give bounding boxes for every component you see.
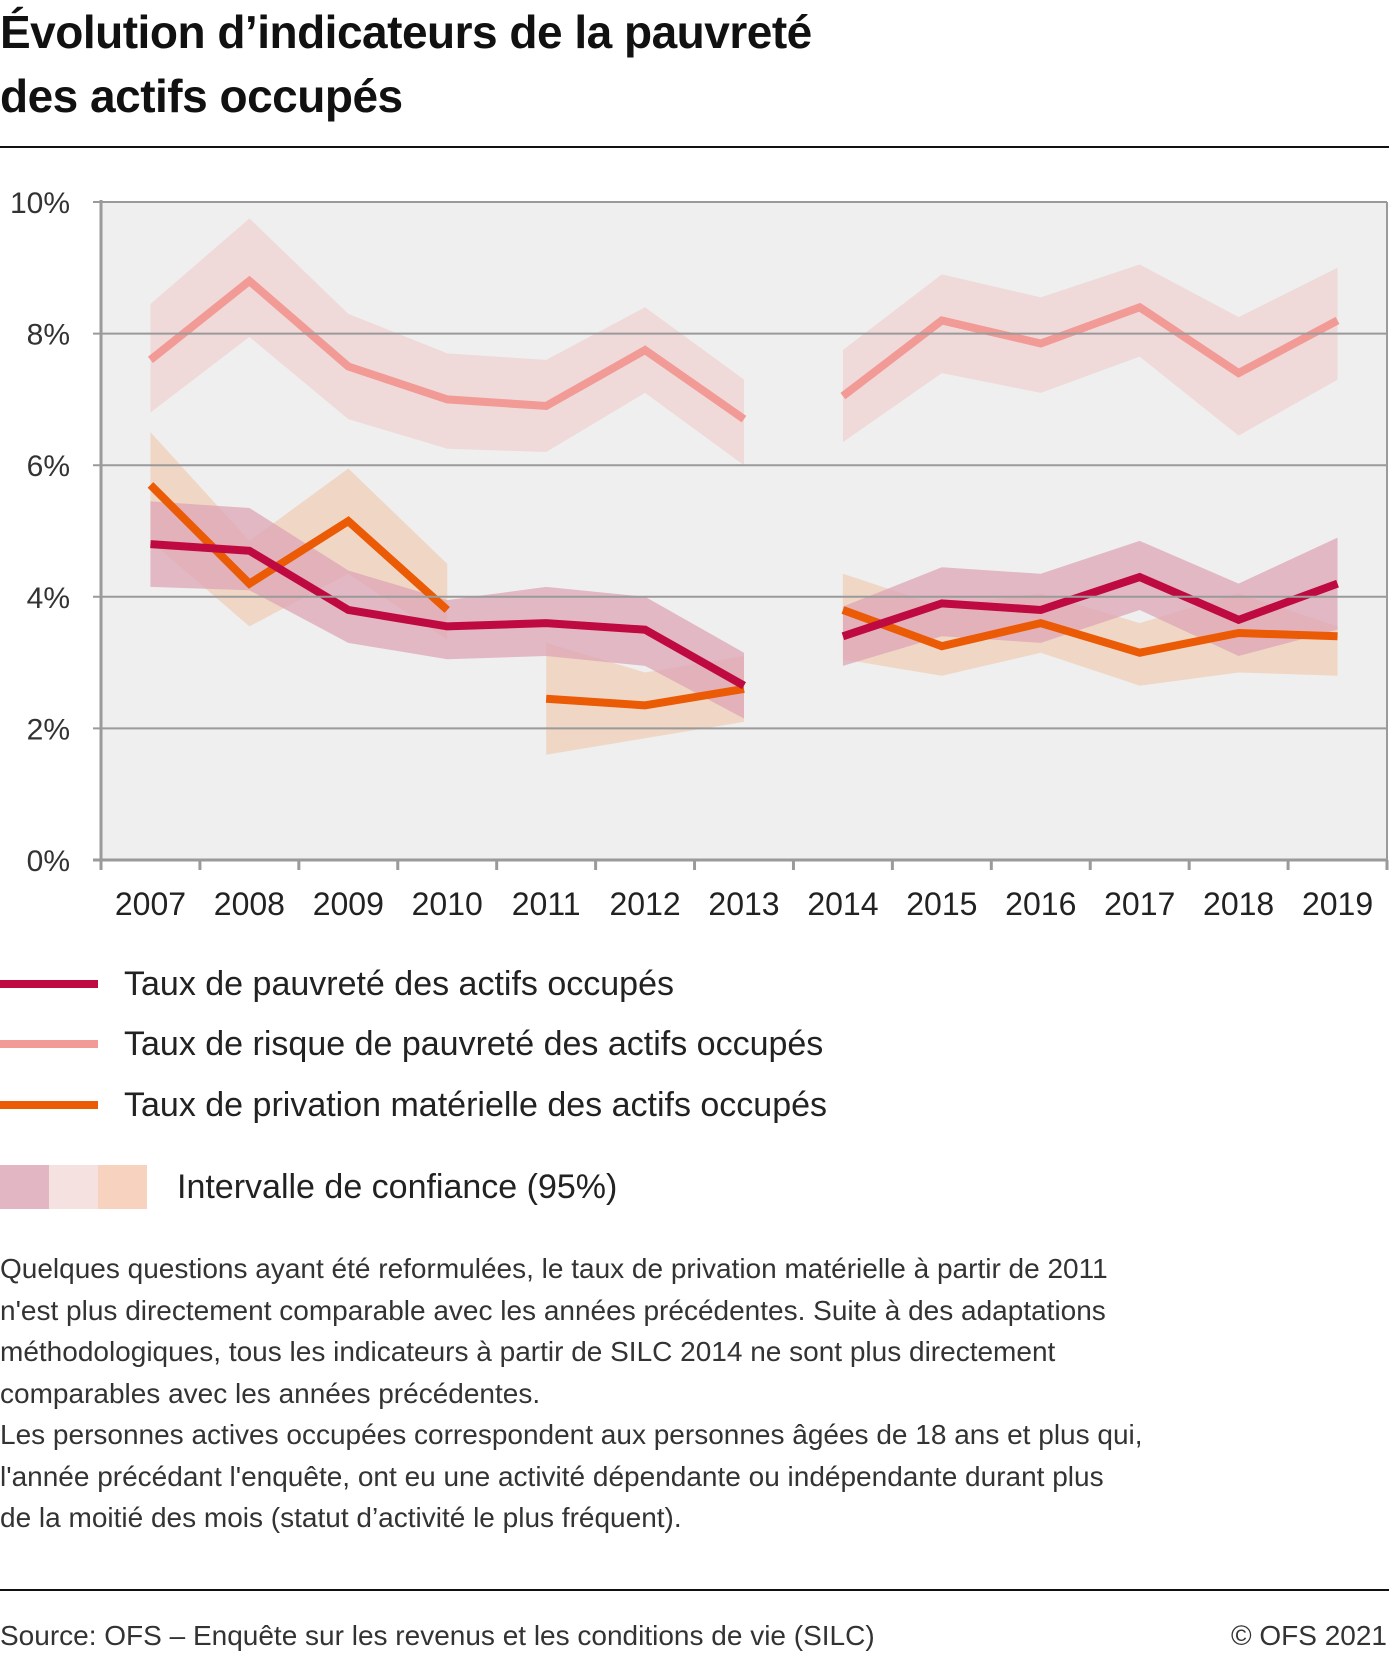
y-tick-label: 10%	[10, 187, 70, 220]
x-tick-label: 2012	[609, 886, 680, 922]
legend-item-poverty: Taux de pauvreté des actifs occupés	[0, 964, 674, 1004]
ci-swatches	[0, 1165, 147, 1209]
y-tick-label: 0%	[27, 845, 70, 878]
legend-item-risk: Taux de risque de pauvreté des actifs oc…	[0, 1024, 823, 1064]
legend-line-privation	[0, 1101, 98, 1109]
legend-label-poverty: Taux de pauvreté des actifs occupés	[124, 964, 674, 1003]
note-line: Quelques questions ayant été reformulées…	[0, 1253, 1108, 1284]
copyright-text: © OFS 2021	[1230, 1620, 1387, 1651]
series-line	[841, 572, 1339, 641]
x-tick-label: 2010	[412, 886, 483, 922]
legend-label-privation: Taux de privation matérielle des actifs …	[124, 1085, 828, 1124]
title-line-2: des actifs occupés	[0, 70, 403, 122]
legend-label-ci: Intervalle de confiance (95%)	[177, 1167, 618, 1206]
legend-item-confidence-interval: Intervalle de confiance (95%)	[0, 1164, 617, 1210]
series-line	[841, 606, 1338, 657]
y-tick-label: 2%	[27, 713, 70, 746]
x-tick-label: 2011	[512, 886, 581, 922]
note-line: de la moitié des mois (statut d’activité…	[0, 1502, 682, 1533]
legend-line-poverty	[0, 980, 98, 988]
ci-swatch-privation	[98, 1165, 147, 1209]
y-tick-label: 8%	[27, 319, 70, 352]
y-tick-label: 4%	[27, 582, 70, 615]
x-tick-label: 2013	[708, 886, 779, 922]
confidence-band	[842, 264, 1338, 443]
chart-notes: Quelques questions ayant été reformulées…	[0, 1248, 1380, 1539]
note-line: comparables avec les années précédentes.	[0, 1377, 541, 1409]
ci-swatch-risk	[49, 1165, 98, 1209]
title-divider	[0, 146, 1389, 148]
confidence-band	[842, 537, 1338, 666]
note-line: l'année précédant l'enquête, ont eu une …	[0, 1460, 1104, 1492]
series-line	[147, 482, 450, 613]
x-tick-label: 2009	[313, 886, 384, 922]
source-text: Source: OFS – Enquête sur les revenus et…	[0, 1620, 875, 1651]
confidence-band	[150, 218, 744, 466]
x-tick-label: 2016	[1005, 886, 1076, 922]
chart-title: Évolution d’indicateurs de la pauvreté d…	[0, 0, 1000, 128]
x-tick-label: 2015	[906, 886, 977, 922]
note-line: Les personnes actives occupées correspon…	[0, 1419, 1143, 1450]
legend-line-risk	[0, 1040, 98, 1048]
title-line-1: Évolution d’indicateurs de la pauvreté	[0, 6, 812, 58]
x-tick-label: 2014	[807, 886, 878, 922]
line-chart: 0% 2% 4% 6% 8% 10% 2007 2008 2009 2010 2011 2012 201…	[10, 187, 1389, 922]
x-tick-label: 2019	[1302, 886, 1373, 922]
note-line: méthodologiques, tous les indicateurs à …	[0, 1336, 1056, 1367]
x-tick-label: 2008	[214, 886, 285, 922]
x-tick-label: 2018	[1203, 886, 1274, 922]
legend-item-privation: Taux de privation matérielle des actifs …	[0, 1085, 827, 1125]
legend-label-risk: Taux de risque de pauvreté des actifs oc…	[124, 1024, 824, 1063]
y-tick-label: 6%	[27, 450, 70, 483]
note-line: n'est plus directement comparable avec l…	[0, 1294, 1106, 1326]
x-tick-label: 2007	[115, 886, 186, 922]
ci-swatch-poverty	[0, 1165, 49, 1209]
x-tick-label: 2017	[1104, 886, 1175, 922]
footer-divider	[0, 1589, 1389, 1591]
